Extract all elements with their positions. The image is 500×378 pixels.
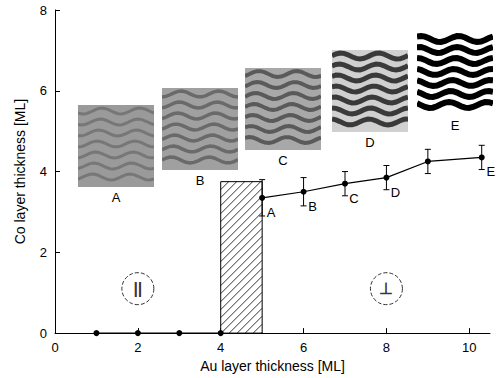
svg-text:D: D [365,135,374,150]
svg-text:Co layer thickness [ML]: Co layer thickness [ML] [12,99,28,245]
svg-text:E: E [451,118,460,133]
svg-text:A: A [267,205,276,220]
svg-text:6: 6 [300,340,307,355]
svg-text:A: A [112,190,121,205]
svg-text:8: 8 [383,340,390,355]
svg-text:B: B [308,199,317,214]
svg-text:0: 0 [51,340,58,355]
svg-text:0: 0 [40,326,47,341]
svg-text:6: 6 [40,83,47,98]
svg-text:Au layer thickness [ML]: Au layer thickness [ML] [200,358,345,374]
svg-text:C: C [278,153,287,168]
svg-text:B: B [196,173,205,188]
svg-text:2: 2 [134,340,141,355]
svg-text:4: 4 [40,164,47,179]
svg-text:D: D [391,185,400,200]
svg-text:⊥: ⊥ [379,280,393,297]
svg-text:E: E [486,164,495,179]
svg-text:4: 4 [217,340,224,355]
svg-text:||: || [133,280,142,297]
svg-text:10: 10 [462,340,476,355]
svg-text:C: C [349,191,358,206]
svg-text:2: 2 [40,245,47,260]
svg-text:8: 8 [40,3,47,18]
